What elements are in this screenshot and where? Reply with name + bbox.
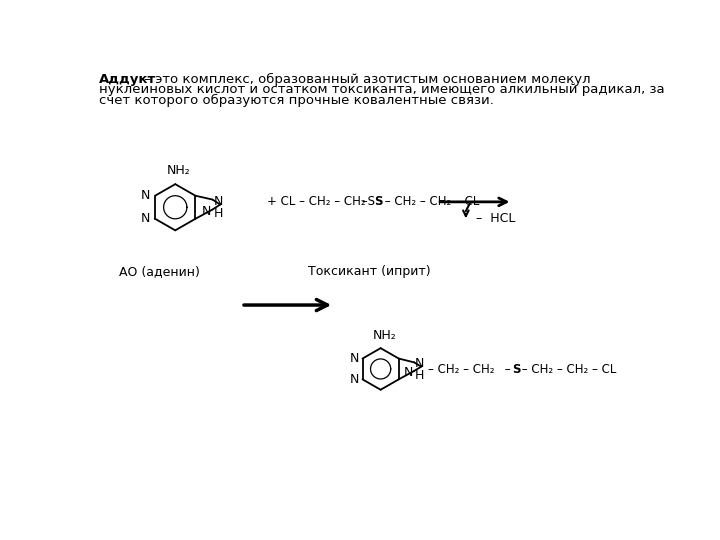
Text: –  HCL: – HCL: [476, 212, 516, 225]
Text: S: S: [374, 195, 382, 208]
Text: счет которого образуются прочные ковалентные связи.: счет которого образуются прочные ковален…: [99, 94, 494, 107]
Text: N: N: [141, 212, 150, 225]
Text: N: N: [349, 373, 359, 386]
Text: Аддукт: Аддукт: [99, 72, 157, 85]
Text: АО (аденин): АО (аденин): [120, 265, 200, 278]
Text: нуклеиновых кислот и остатком токсиканта, имеющего алкильный радикал, за: нуклеиновых кислот и остатком токсиканта…: [99, 83, 665, 96]
Text: N: N: [404, 366, 413, 379]
Text: – CH₂ – CH₂ – CL: – CH₂ – CH₂ – CL: [518, 363, 616, 376]
Text: N: N: [141, 189, 150, 202]
Text: – это комплекс, образованный азотистым основанием молекул: – это комплекс, образованный азотистым о…: [140, 72, 590, 85]
Text: –S: –S: [358, 195, 375, 208]
Text: – CH₂ – CH₂ – CL: – CH₂ – CH₂ – CL: [382, 195, 480, 208]
Text: NH₂: NH₂: [373, 328, 397, 342]
Text: N: N: [202, 205, 211, 218]
Text: –: –: [501, 363, 510, 376]
Text: + CL – CH₂ – CH₂: + CL – CH₂ – CH₂: [266, 195, 365, 208]
Text: N: N: [415, 357, 424, 370]
Text: NH₂: NH₂: [167, 164, 191, 177]
Text: N: N: [349, 352, 359, 365]
Text: H: H: [415, 369, 424, 382]
Text: H: H: [214, 207, 223, 220]
Text: – CH₂ – CH₂: – CH₂ – CH₂: [428, 363, 495, 376]
Text: Токсикант (иприт): Токсикант (иприт): [307, 265, 431, 278]
Text: N: N: [214, 194, 223, 207]
Text: S: S: [512, 363, 521, 376]
